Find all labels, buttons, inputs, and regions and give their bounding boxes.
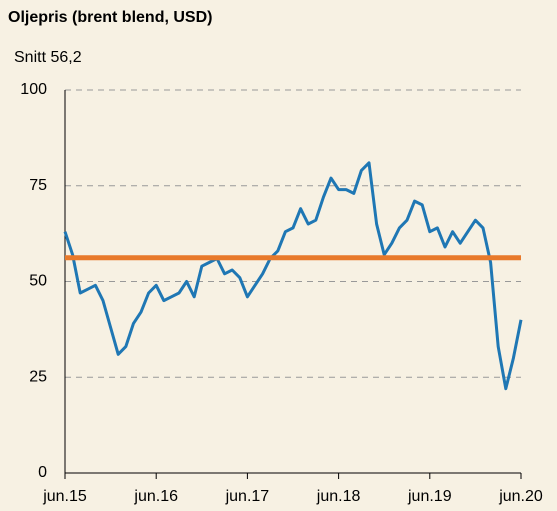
x-tick-label: jun.20 xyxy=(498,488,543,505)
x-tick-label: jun.15 xyxy=(42,488,87,505)
mean-label: Snitt 56,2 xyxy=(14,49,82,66)
x-tick-label: jun.16 xyxy=(133,488,178,505)
y-tick-label: 75 xyxy=(29,177,47,194)
y-tick-label: 0 xyxy=(38,464,47,481)
x-tick-label: jun.19 xyxy=(407,488,452,505)
x-tick-label: jun.18 xyxy=(316,488,361,505)
y-tick-label: 25 xyxy=(29,368,47,385)
y-tick-label: 100 xyxy=(20,81,47,98)
chart-title: Oljepris (brent blend, USD) xyxy=(8,9,212,26)
price-line xyxy=(63,161,523,391)
x-tick-label: jun.17 xyxy=(225,488,270,505)
y-tick-label: 50 xyxy=(29,273,47,290)
